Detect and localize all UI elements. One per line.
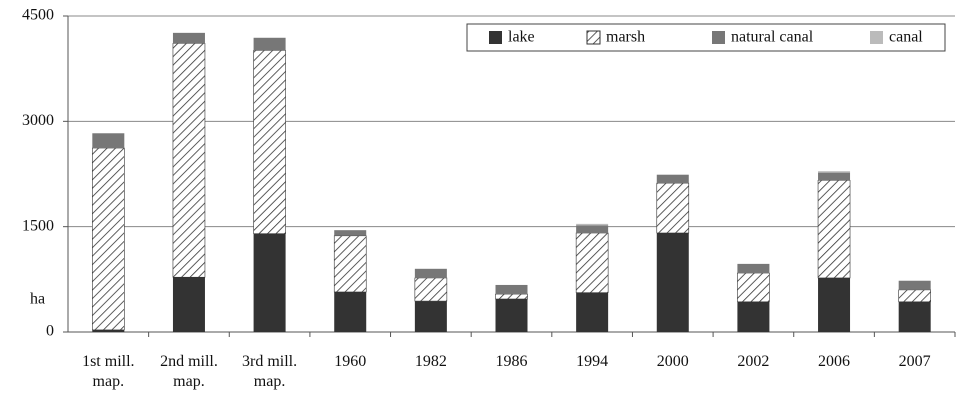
legend-label: marsh [606,29,645,46]
bar-segment [253,37,286,51]
bar-segment [818,277,851,332]
x-tick-label: 2007 [898,353,931,370]
bar-segment [898,289,931,303]
bar-segment [898,301,931,332]
legend-swatch [586,30,601,45]
bar-segment [495,284,528,295]
bar-segment [172,43,206,278]
x-tick-label: 2002 [737,353,770,370]
bar-segment [737,272,770,303]
x-tick-label: 1st mill. map. [82,353,135,390]
bar-segment [817,180,851,279]
x-tick-label: 1994 [576,353,609,370]
y-tick-label: 0 [46,323,54,340]
bar-segment [334,230,367,236]
bar-segment [334,291,367,332]
bar-segment [818,171,851,173]
x-tick-label: 1982 [414,353,447,370]
x-tick-label: 2006 [818,353,851,370]
bar-segment [92,133,125,149]
bar-segment [92,329,125,332]
x-tick-label: 2nd mill. map. [160,353,218,390]
bar-segment [495,293,528,300]
y-tick-label: 4500 [22,7,54,24]
y-axis-label: ha [30,291,45,308]
x-tick-label: 1986 [495,353,528,370]
x-tick-label: 2000 [656,353,689,370]
y-tick-label: 1500 [22,217,54,234]
bar-segment [172,32,205,44]
bar-segment [656,174,689,184]
bar-segment [737,263,770,274]
y-tick-label: 3000 [22,112,54,129]
bar-segment [92,147,125,331]
bar-segment [414,301,447,332]
bar-segment [172,277,205,332]
bar-segment [253,233,286,332]
bar-segment [576,223,609,226]
legend-box [466,23,946,52]
bar-segment [414,268,447,278]
bar-segment [656,232,689,332]
legend-swatch [870,31,883,44]
bar-segment [898,280,931,290]
bar-segment [495,298,528,332]
bar-segment [576,225,609,233]
bar-segment [818,172,851,181]
bar-segment [253,50,286,234]
legend-label: canal [889,29,923,46]
bar-segment [333,235,367,293]
bar-segment [737,301,770,332]
legend-label: natural canal [731,29,814,46]
bar-segment [414,277,448,302]
legend-label: lake [508,29,535,46]
legend-swatch [712,31,725,44]
bar-segment [575,232,609,293]
bar-segment [656,182,690,234]
x-tick-label: 3rd mill. map. [242,353,298,390]
legend-swatch [489,31,502,44]
bar-segment [576,292,609,332]
x-tick-label: 1960 [334,353,367,370]
